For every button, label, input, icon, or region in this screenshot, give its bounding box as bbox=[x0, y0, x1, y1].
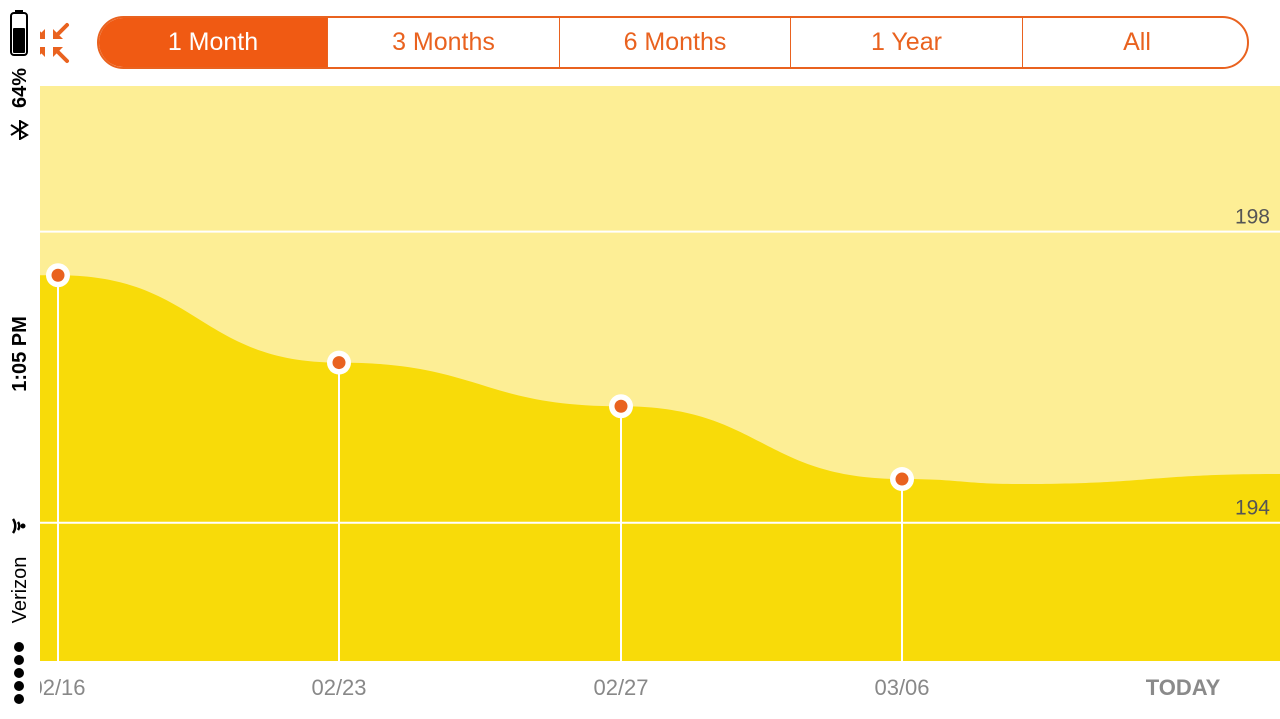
tab-1-month[interactable]: 1 Month bbox=[99, 18, 328, 67]
status-bar: 64% 1:05 PM Verizon bbox=[0, 0, 40, 719]
data-point[interactable] bbox=[46, 263, 70, 288]
time-range-tabs: 1 Month 3 Months 6 Months 1 Year All bbox=[97, 16, 1249, 69]
carrier-name: Verizon bbox=[9, 556, 31, 624]
wifi-icon bbox=[11, 518, 26, 534]
x-tick-label: 02/23 bbox=[311, 675, 366, 700]
x-tick-label: 03/06 bbox=[874, 675, 929, 700]
battery-percent: 64% bbox=[9, 67, 31, 109]
area-series bbox=[0, 275, 1280, 661]
tab-all[interactable]: All bbox=[1123, 28, 1151, 56]
x-tick-label: 02/27 bbox=[593, 675, 648, 700]
data-point[interactable] bbox=[327, 350, 351, 375]
battery-icon bbox=[10, 10, 28, 56]
data-point[interactable] bbox=[609, 394, 633, 419]
data-point[interactable] bbox=[890, 467, 914, 492]
clock: 1:05 PM bbox=[9, 316, 31, 392]
y-tick-label: 194 bbox=[1235, 497, 1270, 520]
tab-1-year[interactable]: 1 Year bbox=[791, 18, 1023, 67]
tab-3-months[interactable]: 3 Months bbox=[328, 18, 560, 67]
x-tick-label: TODAY bbox=[1146, 675, 1221, 700]
y-tick-label: 198 bbox=[1235, 206, 1270, 229]
weight-area-chart: 198 194 bbox=[0, 86, 1280, 661]
bluetooth-icon bbox=[10, 120, 29, 140]
tab-6-months[interactable]: 6 Months bbox=[560, 18, 791, 67]
signal-dots-icon bbox=[14, 642, 26, 708]
x-axis: 02/16 02/23 02/27 03/06 TODAY bbox=[30, 675, 1221, 700]
